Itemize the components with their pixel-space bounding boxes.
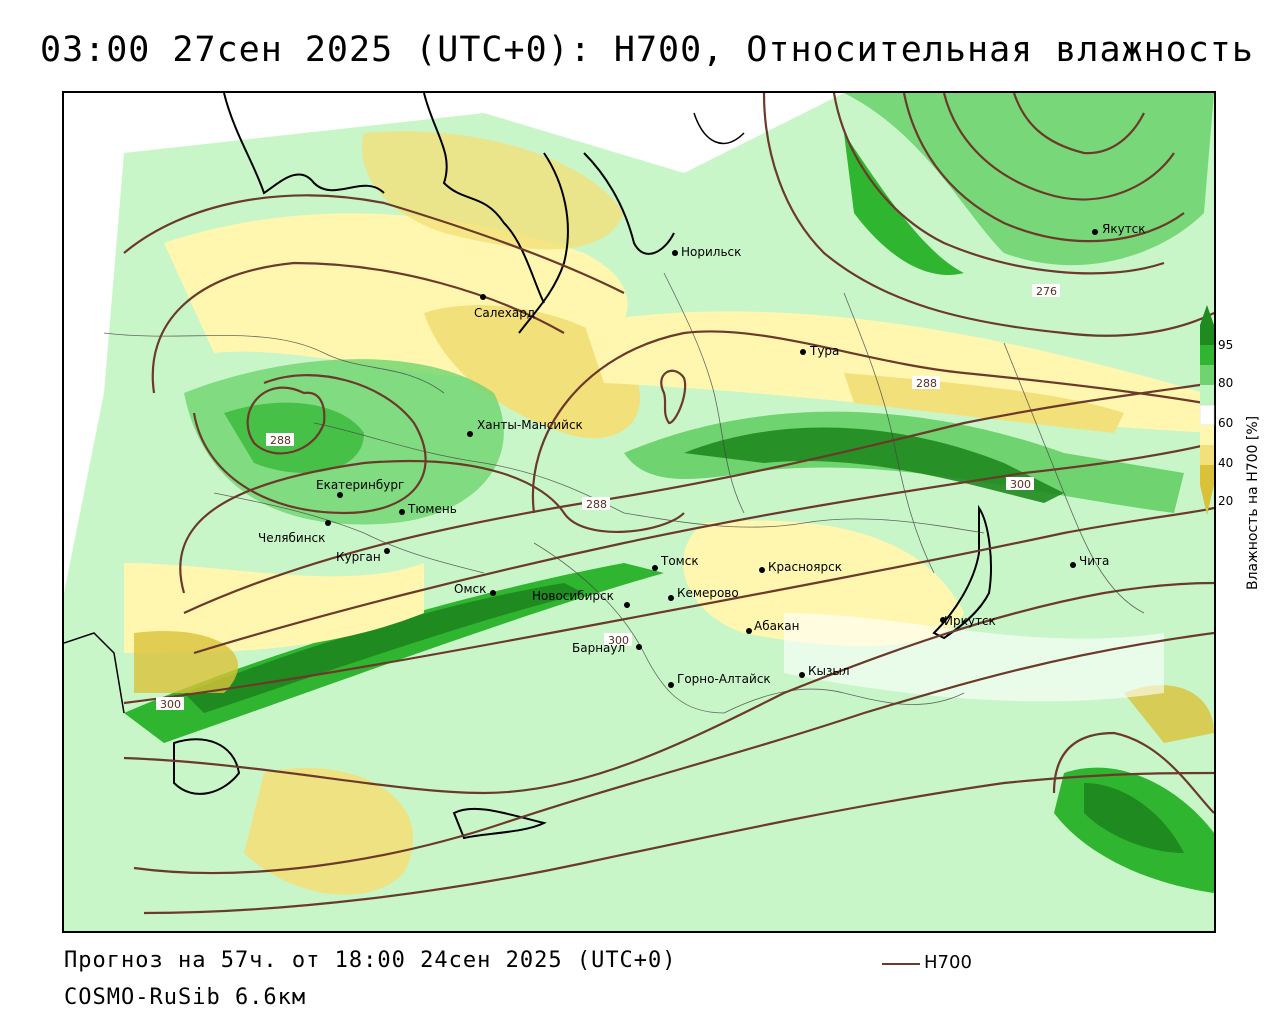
h700-contours [123,93,1214,915]
svg-text:Чита: Чита [1079,554,1109,568]
city-krasnoyarsk: Красноярск [759,560,842,574]
map-title: 03:00 27сен 2025 (UTC+0): H700, Относите… [40,30,1254,70]
map-panel: 276 288 288 288 300 300 300 Норильск Сал… [62,91,1216,933]
city-yekaterinburg: Екатеринбург [316,478,404,498]
colorbar-tick-60: 60 [1218,416,1233,430]
svg-text:Тура: Тура [809,344,839,358]
city-kyzyl: Кызыл [799,664,850,678]
colorbar-tick-95: 95 [1218,338,1233,352]
city-omsk: Омск [454,582,496,596]
city-khanty-mansiysk: Ханты-Мансийск [467,418,583,437]
city-chita: Чита [1070,554,1109,568]
city-tomsk: Томск [652,554,699,571]
city-chelyabinsk: Челябинск [258,520,331,545]
svg-text:300: 300 [608,634,629,647]
svg-text:300: 300 [1010,478,1031,491]
svg-text:Норильск: Норильск [681,245,741,259]
city-kemerovo: Кемерово [668,586,739,601]
city-yakutsk: Якутск [1092,222,1146,236]
svg-text:300: 300 [160,698,181,711]
svg-text:Екатеринбург: Екатеринбург [316,478,404,492]
svg-text:Тюмень: Тюмень [407,502,457,516]
contour-labels: 276 288 288 288 300 300 300 [156,284,1060,711]
city-irkutsk: Иркутск [940,614,996,628]
colorbar-title: Влажность на H700 [%] [1245,415,1261,590]
svg-text:Омск: Омск [454,582,486,596]
city-gorno-altaysk: Горно-Алтайск [668,672,771,688]
h700-legend-swatch [882,963,920,965]
map-canvas: 276 288 288 288 300 300 300 Норильск Сал… [64,93,1214,931]
svg-text:Барнаул: Барнаул [572,641,625,655]
svg-text:Салехард: Салехард [474,306,535,320]
svg-text:Кемерово: Кемерово [677,586,739,600]
colorbar-tick-20: 20 [1218,494,1233,508]
contour-label-300: 300 [156,697,184,711]
city-tyumen: Тюмень [399,502,457,516]
svg-text:Якутск: Якутск [1102,222,1146,236]
contour-label-288: 288 [582,497,610,511]
h700-legend-label: H700 [924,952,972,973]
svg-text:Кызыл: Кызыл [808,664,850,678]
colorbar-tick-80: 80 [1218,376,1233,390]
svg-text:Новосибирск: Новосибирск [532,589,614,603]
contour-label-288: 288 [912,376,940,390]
svg-text:Иркутск: Иркутск [944,614,996,628]
humidity-colorbar: 95 80 60 40 20 [1200,305,1233,515]
svg-text:276: 276 [1036,285,1057,298]
svg-text:288: 288 [916,377,937,390]
contour-label-300: 300 [604,633,632,647]
city-markers: Норильск Салехард Тура Якутск Ханты-Манс… [258,222,1146,688]
svg-text:Ханты-Мансийск: Ханты-Мансийск [477,418,583,432]
colorbar-tick-40: 40 [1218,456,1233,470]
svg-text:Томск: Томск [660,554,699,568]
svg-text:Красноярск: Красноярск [768,560,842,574]
contour-label-300: 300 [1006,477,1034,491]
contour-label-288: 288 [266,433,294,447]
humidity-field [64,93,1214,931]
city-novosibirsk: Новосибирск [532,589,630,608]
svg-text:Горно-Алтайск: Горно-Алтайск [677,672,771,686]
svg-text:288: 288 [270,434,291,447]
coastline-and-borders [64,93,1145,840]
model-name: COSMO-RuSib 6.6км [64,985,307,1010]
city-barnaul: Барнаул [572,641,642,655]
svg-text:Абакан: Абакан [754,619,799,633]
svg-text:288: 288 [586,498,607,511]
forecast-info: Прогноз на 57ч. от 18:00 24сен 2025 (UTC… [64,948,677,973]
city-abakan: Абакан [746,619,799,634]
svg-text:Курган: Курган [336,550,381,564]
city-norilsk: Норильск [672,245,741,259]
city-tura: Тура [800,344,839,358]
city-kurgan: Курган [336,548,390,564]
svg-text:Челябинск: Челябинск [258,531,325,545]
city-salekhard: Салехард [474,294,535,320]
contour-label-276: 276 [1032,284,1060,298]
